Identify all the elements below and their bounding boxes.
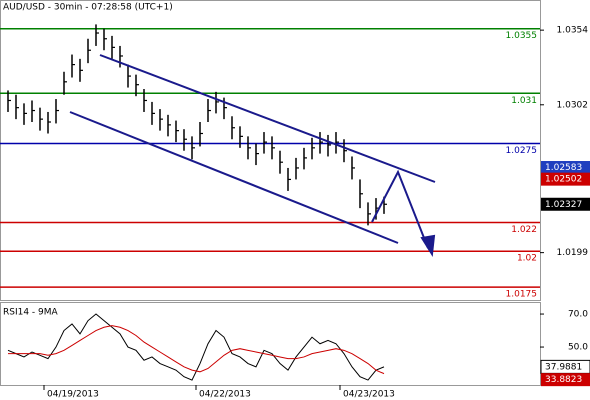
y-tick-label: 1.0354 — [557, 26, 589, 36]
last-price-label: 1.02327 — [545, 200, 582, 210]
price-label-bg — [541, 172, 590, 186]
rsi-value-label: 37.9881 — [545, 362, 582, 372]
y-tick-label: 1.0302 — [557, 100, 589, 110]
rsi-line — [7, 313, 385, 381]
y-tick-label: 70.0 — [568, 310, 588, 320]
level-label: 1.02 — [517, 254, 537, 264]
price-label: 1.02583 — [545, 163, 582, 173]
rsi-line — [8, 325, 385, 375]
rsi-ma-label: 33.8823 — [545, 375, 582, 385]
plot-layer: 1.0355 1.031 1.0275 1.022 1.02 1.0175 1.0354 1.… — [0, 24, 590, 400]
level-label: 1.0355 — [506, 31, 538, 41]
forecast-arrow — [371, 169, 429, 249]
x-tick-label: 04/23/2013 — [343, 390, 395, 400]
arrow-head — [420, 234, 436, 257]
rsi-panel — [0, 302, 541, 386]
y-tick-label: 1.0199 — [557, 248, 589, 258]
x-tick-label: 04/19/2013 — [47, 390, 99, 400]
rsi-ma-label-bg — [541, 373, 590, 387]
level-label: 1.0275 — [506, 146, 538, 156]
level-label: 1.031 — [511, 96, 537, 106]
rsi-label: RSI14 - 9MA — [3, 308, 59, 318]
last-price-label-bg — [541, 197, 590, 211]
y-tick-label: 50.0 — [568, 343, 588, 353]
price-label: 1.02502 — [545, 175, 582, 185]
level-label: 1.0175 — [506, 290, 538, 300]
channel-lower — [69, 111, 399, 244]
title-bg — [1, 1, 183, 13]
level-label: 1.022 — [511, 225, 537, 235]
channel-upper — [99, 54, 436, 183]
x-tick-label: 04/22/2013 — [199, 390, 251, 400]
price-label-bg — [541, 161, 590, 175]
chart-title: AUD/USD - 30min - 07:28:58 (UTC+1) — [3, 3, 173, 13]
trend-drawings — [69, 54, 436, 257]
main-panel — [0, 0, 541, 301]
